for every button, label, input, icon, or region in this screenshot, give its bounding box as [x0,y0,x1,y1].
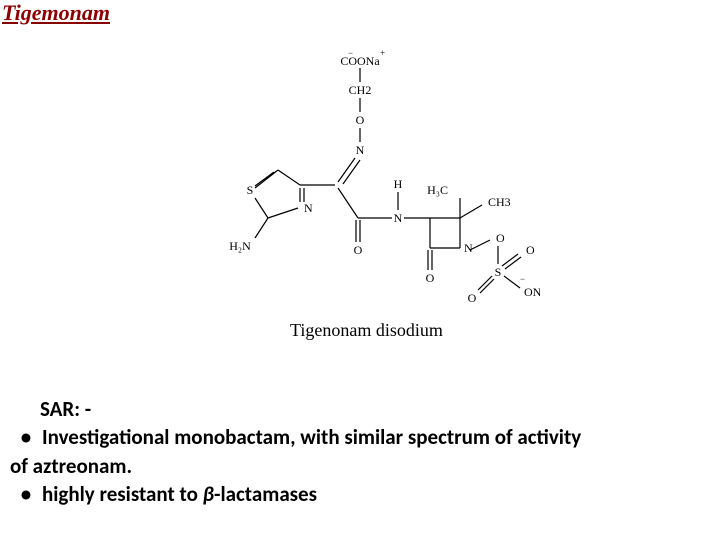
svg-text:COONa: COONa [340,54,380,68]
chemical-structure: COONa − + CH2 O N S N H₂N O N [180,50,540,330]
svg-text:O: O [356,113,365,127]
svg-text:+: + [380,50,385,58]
svg-text:O: O [496,231,505,245]
bullet-icon: • [10,423,42,451]
sar-bullet-1: •Investigational monobactam, with simila… [10,423,710,451]
svg-text:ONa: ONa [524,285,540,299]
svg-text:−: − [348,50,353,58]
structure-caption: Tigenonam disodium [290,320,443,341]
svg-text:O: O [526,243,535,257]
svg-text:H₃C: H₃C [427,183,448,197]
bullet-icon: • [10,480,42,508]
svg-text:CH2: CH2 [349,83,372,97]
svg-text:CH3: CH3 [488,195,511,209]
sar-block: SAR: - •Investigational monobactam, with… [10,395,710,508]
svg-text:O: O [354,243,363,257]
svg-text:N: N [464,241,473,255]
svg-text:H: H [394,177,403,191]
sar-bullet-2: •highly resistant to β-lactamases [10,480,710,508]
svg-text:N: N [394,211,403,225]
svg-text:−: − [520,274,525,284]
svg-text:S: S [247,183,254,197]
svg-text:S: S [495,265,502,279]
sar-heading: SAR: - [40,395,710,423]
sar-bullet-1-cont: of aztreonam. [10,452,710,480]
svg-text:H₂N: H₂N [229,239,251,253]
svg-text:O: O [468,291,477,305]
svg-text:N: N [356,143,365,157]
svg-text:O: O [426,271,435,285]
compound-title: Tigemonam [2,0,110,26]
svg-text:N: N [304,201,313,215]
